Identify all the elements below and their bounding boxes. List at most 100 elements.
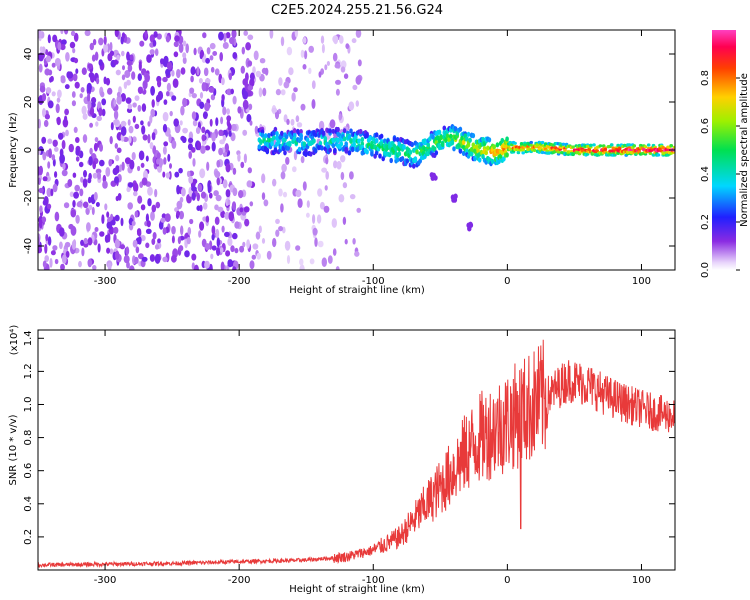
heatmap-noise-cell-476 <box>65 129 69 137</box>
heatmap-noise-cell-928 <box>290 118 295 126</box>
heatmap-noise-cell-779 <box>292 166 297 173</box>
heatmap-noise-cell-201 <box>165 172 170 179</box>
heatmap-noise-cell-550 <box>64 115 68 123</box>
heatmap-noise-cell-436 <box>57 89 62 99</box>
heatmap-ridge-cell-1540 <box>457 142 461 148</box>
heatmap-ridge-cell-2013 <box>648 151 653 155</box>
heatmap-noise-cell-373 <box>355 75 362 85</box>
heatmap-noise-cell-539 <box>248 103 253 111</box>
heatmap-ridge-cell-1219 <box>328 128 332 134</box>
heatmap-noise-cell-99 <box>69 41 76 49</box>
heatmap-ridge-cell-1562 <box>466 131 471 137</box>
heatmap-noise-cell-610 <box>225 189 231 198</box>
heatmap-noise-cell-288 <box>62 163 66 170</box>
heatmap-noise-cell-54 <box>169 110 173 117</box>
heatmap-ridge-cell-1336 <box>374 132 379 138</box>
heatmap-noise-cell-875 <box>296 122 303 128</box>
heatmap-noise-cell-853 <box>38 30 43 39</box>
heatmap-ridge-cell-1500 <box>440 141 445 148</box>
heatmap-noise-cell-233 <box>80 87 85 93</box>
heatmap-noise-cell-843 <box>209 263 213 270</box>
heatmap-noise-cell-368 <box>206 47 211 55</box>
heatmap-noise-cell-1033 <box>87 63 93 70</box>
heatmap-noise-cell-792 <box>160 217 166 223</box>
heatmap-noise-cell-1011 <box>52 245 58 251</box>
heatmap-noise-cell-501 <box>113 59 119 65</box>
heatmap-noise-cell-825 <box>334 63 341 69</box>
heatmap-noise-cell-748 <box>65 52 70 62</box>
heatmap-noise-cell-983 <box>97 243 101 253</box>
heatmap-noise-cell-355 <box>349 194 356 200</box>
heatmap-noise-cell-956 <box>82 178 88 188</box>
heatmap-ridge-cell-1247 <box>339 141 344 147</box>
heatmap-ridge-cell-1256 <box>342 136 347 142</box>
heatmap-noise-cell-1017 <box>106 247 111 254</box>
heatmap-noise-cell-753 <box>54 146 59 152</box>
heatmap-noise-cell-806 <box>242 78 248 86</box>
heatmap-ridge-cell-1543 <box>458 148 463 154</box>
heatmap-noise-cell-606 <box>261 238 266 244</box>
snr-ytick-label-6: 1.4 <box>23 330 34 346</box>
heatmap-noise-cell-1013 <box>75 148 80 156</box>
heatmap-noise-cell-892 <box>109 136 113 145</box>
heatmap-noise-cell-264 <box>51 91 56 97</box>
heatmap-noise-cell-908 <box>44 68 51 76</box>
heatmap-noise-cell-109 <box>162 171 166 178</box>
heatmap-noise-cell-108 <box>72 200 76 208</box>
heatmap-noise-cell-949 <box>286 46 293 56</box>
heatmap-noise-cell-923 <box>127 119 131 126</box>
heatmap-noise-cell-390 <box>182 56 187 64</box>
heatmap-noise-cell-541 <box>137 236 142 245</box>
heatmap-ridge-cell-1226 <box>331 143 336 149</box>
heatmap-noise-cell-494 <box>157 90 164 101</box>
heatmap-ridge-cell-2067 <box>669 144 673 148</box>
heatmap-noise-cell-1026 <box>45 55 52 63</box>
heatmap-noise-cell-1034 <box>50 250 56 256</box>
heatmap-noise-cell-988 <box>86 222 91 232</box>
heatmap-noise-cell-315 <box>72 172 77 178</box>
heatmap-noise-cell-473 <box>128 125 134 134</box>
heatmap-noise-cell-551 <box>356 207 362 213</box>
heatmap-noise-cell-327 <box>184 250 190 258</box>
heatmap-noise-cell-484 <box>82 201 89 209</box>
heatmap-noise-cell-945 <box>88 72 95 79</box>
heatmap-ridge-cell-1130 <box>292 132 297 138</box>
heatmap-noise-cell-974 <box>214 170 221 178</box>
heatmap-noise-cell-302 <box>216 177 220 186</box>
heatmap-noise-cell-204 <box>168 91 174 97</box>
heatmap-ridge-cell-1348 <box>379 133 384 139</box>
heatmap-noise-cell-506 <box>204 102 210 112</box>
heatmap-noise-cell-839 <box>140 162 145 168</box>
heatmap-ridge-cell-1116 <box>286 145 291 151</box>
heatmap-noise-cell-246 <box>192 158 196 167</box>
heatmap-noise-cell-645 <box>91 54 96 62</box>
heatmap-noise-cell-554 <box>222 106 227 116</box>
heatmap-noise-cell-805 <box>138 150 145 161</box>
heatmap-noise-cell-500 <box>231 201 237 211</box>
heatmap-noise-cell-56 <box>64 241 71 248</box>
heatmap-noise-cell-299 <box>173 118 179 127</box>
heatmap-noise-cell-156 <box>109 41 113 52</box>
snr-frame <box>37 329 676 571</box>
heatmap-noise-cell-512 <box>345 43 350 49</box>
heatmap-ridge-cell-1323 <box>370 151 374 157</box>
heatmap-noise-cell-460 <box>237 153 241 162</box>
heatmap-noise-cell-653 <box>139 40 145 47</box>
heatmap-noise-cell-624 <box>42 176 48 182</box>
heatmap-noise-cell-23 <box>73 32 79 42</box>
heatmap-ridge-cell-1369 <box>389 157 394 164</box>
heatmap-noise-cell-566 <box>50 188 54 197</box>
heatmap-branch-cell-2084 <box>453 193 458 200</box>
heatmap-noise-cell-958 <box>193 47 197 56</box>
heatmap-noise-cell-186 <box>252 66 256 74</box>
heatmap-noise-cell-236 <box>212 51 218 56</box>
heatmap-ridge-cell-1043 <box>257 144 262 150</box>
heatmap-noise-cell-94 <box>173 51 179 58</box>
heatmap-noise-cell-760 <box>145 155 149 162</box>
heatmap-xtick-label-2: -100 <box>362 276 385 287</box>
heatmap-ridge-cell-1082 <box>273 126 278 132</box>
heatmap-noise-cell-876 <box>114 214 120 222</box>
heatmap-ridge-cell-1156 <box>302 141 307 147</box>
heatmap-ridge-cell-1650 <box>502 156 506 162</box>
